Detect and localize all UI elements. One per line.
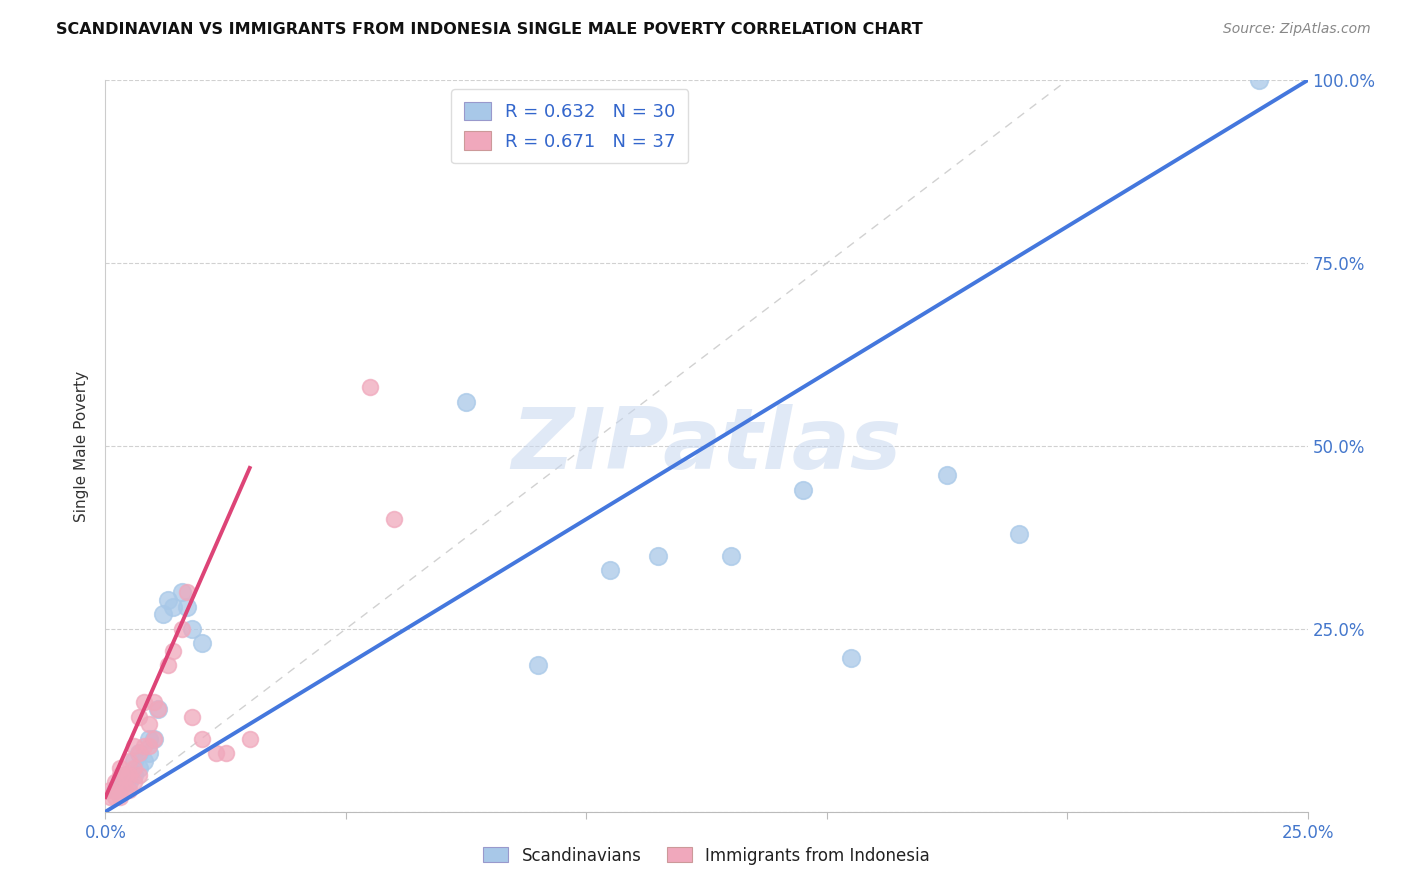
Point (114, 768, 136, 782)
Point (214, 746, 236, 760)
Point (176, 599, 198, 614)
Legend: Scandinavians, Immigrants from Indonesia: Scandinavians, Immigrants from Indonesia (475, 838, 938, 873)
Point (132, 695, 155, 709)
Point (124, 775, 146, 789)
Point (839, 651, 862, 665)
Point (128, 746, 150, 760)
Text: SCANDINAVIAN VS IMMIGRANTS FROM INDONESIA SINGLE MALE POVERTY CORRELATION CHART: SCANDINAVIAN VS IMMIGRANTS FROM INDONESI… (56, 22, 922, 37)
Point (132, 754, 155, 768)
Point (181, 709, 204, 723)
Point (138, 739, 160, 753)
Point (124, 761, 146, 775)
Point (108, 761, 131, 775)
Point (108, 790, 131, 805)
Point (162, 644, 184, 658)
Point (190, 636, 212, 650)
Point (108, 782, 131, 797)
Point (181, 622, 204, 636)
Point (104, 775, 127, 789)
Point (142, 731, 165, 746)
Point (128, 768, 150, 782)
Point (118, 768, 141, 782)
Y-axis label: Single Male Poverty: Single Male Poverty (75, 370, 90, 522)
Point (172, 622, 194, 636)
Point (148, 702, 170, 716)
Point (108, 768, 131, 782)
Point (128, 761, 150, 775)
Point (98, 782, 121, 797)
Text: ZIPatlas: ZIPatlas (512, 404, 901, 488)
Point (142, 695, 165, 709)
Point (118, 782, 141, 797)
Point (454, 395, 477, 409)
Point (156, 592, 179, 607)
Point (205, 746, 228, 760)
Point (162, 599, 184, 614)
Point (647, 549, 669, 563)
Point (1249, 73, 1271, 87)
Point (114, 782, 136, 797)
Point (138, 746, 160, 760)
Point (527, 658, 550, 673)
Point (239, 731, 262, 746)
Point (382, 512, 405, 526)
Text: Source: ZipAtlas.com: Source: ZipAtlas.com (1223, 22, 1371, 37)
Point (132, 739, 155, 753)
Point (128, 709, 150, 723)
Point (359, 380, 381, 394)
Point (190, 731, 212, 746)
Point (104, 790, 127, 805)
Point (98, 790, 121, 805)
Point (172, 585, 194, 599)
Point (114, 768, 136, 782)
Point (124, 768, 146, 782)
Point (936, 468, 959, 483)
Point (118, 775, 141, 789)
Point (1008, 526, 1031, 541)
Point (128, 746, 150, 760)
Point (104, 782, 127, 797)
Point (124, 739, 146, 753)
Point (118, 754, 141, 768)
Point (152, 607, 174, 622)
Point (124, 754, 146, 768)
Point (148, 702, 170, 716)
Point (142, 731, 165, 746)
Point (720, 549, 742, 563)
Point (138, 731, 160, 746)
Point (599, 563, 621, 577)
Point (138, 717, 160, 731)
Point (792, 483, 814, 497)
Point (108, 775, 131, 789)
Point (156, 658, 179, 673)
Point (176, 585, 198, 599)
